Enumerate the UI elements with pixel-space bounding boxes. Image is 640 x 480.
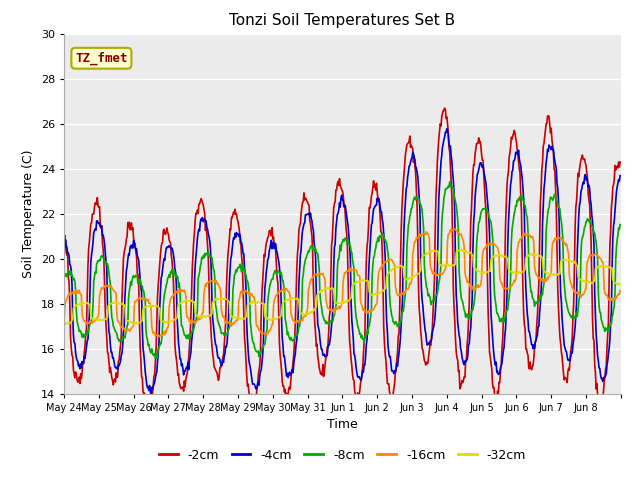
-8cm <box>256 349 264 355</box>
-4cm <box>443 126 451 132</box>
-32cm <box>276 314 284 320</box>
-16cm <box>277 288 285 294</box>
-4cm <box>616 173 624 179</box>
-4cm <box>147 393 155 398</box>
-4cm <box>228 246 236 252</box>
Legend: -2cm, -4cm, -8cm, -16cm, -32cm: -2cm, -4cm, -8cm, -16cm, -32cm <box>154 444 531 467</box>
-2cm <box>616 159 624 165</box>
-32cm <box>431 248 438 253</box>
-8cm <box>228 314 236 320</box>
-2cm <box>256 362 264 368</box>
-16cm <box>400 289 408 295</box>
-32cm <box>255 299 263 305</box>
-32cm <box>458 247 465 252</box>
-2cm <box>400 171 408 177</box>
-8cm <box>60 277 68 283</box>
Line: -16cm: -16cm <box>64 229 620 336</box>
Text: TZ_fmet: TZ_fmet <box>75 51 127 65</box>
-2cm <box>144 411 152 417</box>
-16cm <box>156 334 164 339</box>
-32cm <box>399 264 407 270</box>
-16cm <box>616 288 624 293</box>
-32cm <box>60 322 68 328</box>
-8cm <box>400 302 408 308</box>
-32cm <box>228 313 236 319</box>
-32cm <box>616 282 624 288</box>
-16cm <box>228 320 236 326</box>
-16cm <box>256 328 264 334</box>
-4cm <box>400 225 408 231</box>
-4cm <box>256 373 264 379</box>
-8cm <box>431 293 439 299</box>
-2cm <box>60 237 68 242</box>
-8cm <box>616 222 624 228</box>
-8cm <box>277 269 285 275</box>
Line: -8cm: -8cm <box>64 182 620 359</box>
-16cm <box>125 327 133 333</box>
Title: Tonzi Soil Temperatures Set B: Tonzi Soil Temperatures Set B <box>229 13 456 28</box>
-2cm <box>228 215 236 220</box>
-16cm <box>450 226 458 232</box>
-32cm <box>125 319 133 324</box>
-2cm <box>125 219 133 225</box>
Line: -4cm: -4cm <box>64 129 620 396</box>
-8cm <box>153 356 161 361</box>
Line: -32cm: -32cm <box>64 250 620 325</box>
-4cm <box>60 248 68 253</box>
-4cm <box>431 311 439 317</box>
-8cm <box>446 179 454 185</box>
-2cm <box>277 359 285 364</box>
-8cm <box>125 288 133 294</box>
-2cm <box>441 105 449 111</box>
Line: -2cm: -2cm <box>64 108 620 414</box>
-4cm <box>125 252 133 258</box>
Y-axis label: Soil Temperature (C): Soil Temperature (C) <box>22 149 35 278</box>
-16cm <box>60 322 68 328</box>
-2cm <box>431 228 439 234</box>
X-axis label: Time: Time <box>327 418 358 431</box>
-4cm <box>277 283 285 288</box>
-16cm <box>431 271 439 277</box>
